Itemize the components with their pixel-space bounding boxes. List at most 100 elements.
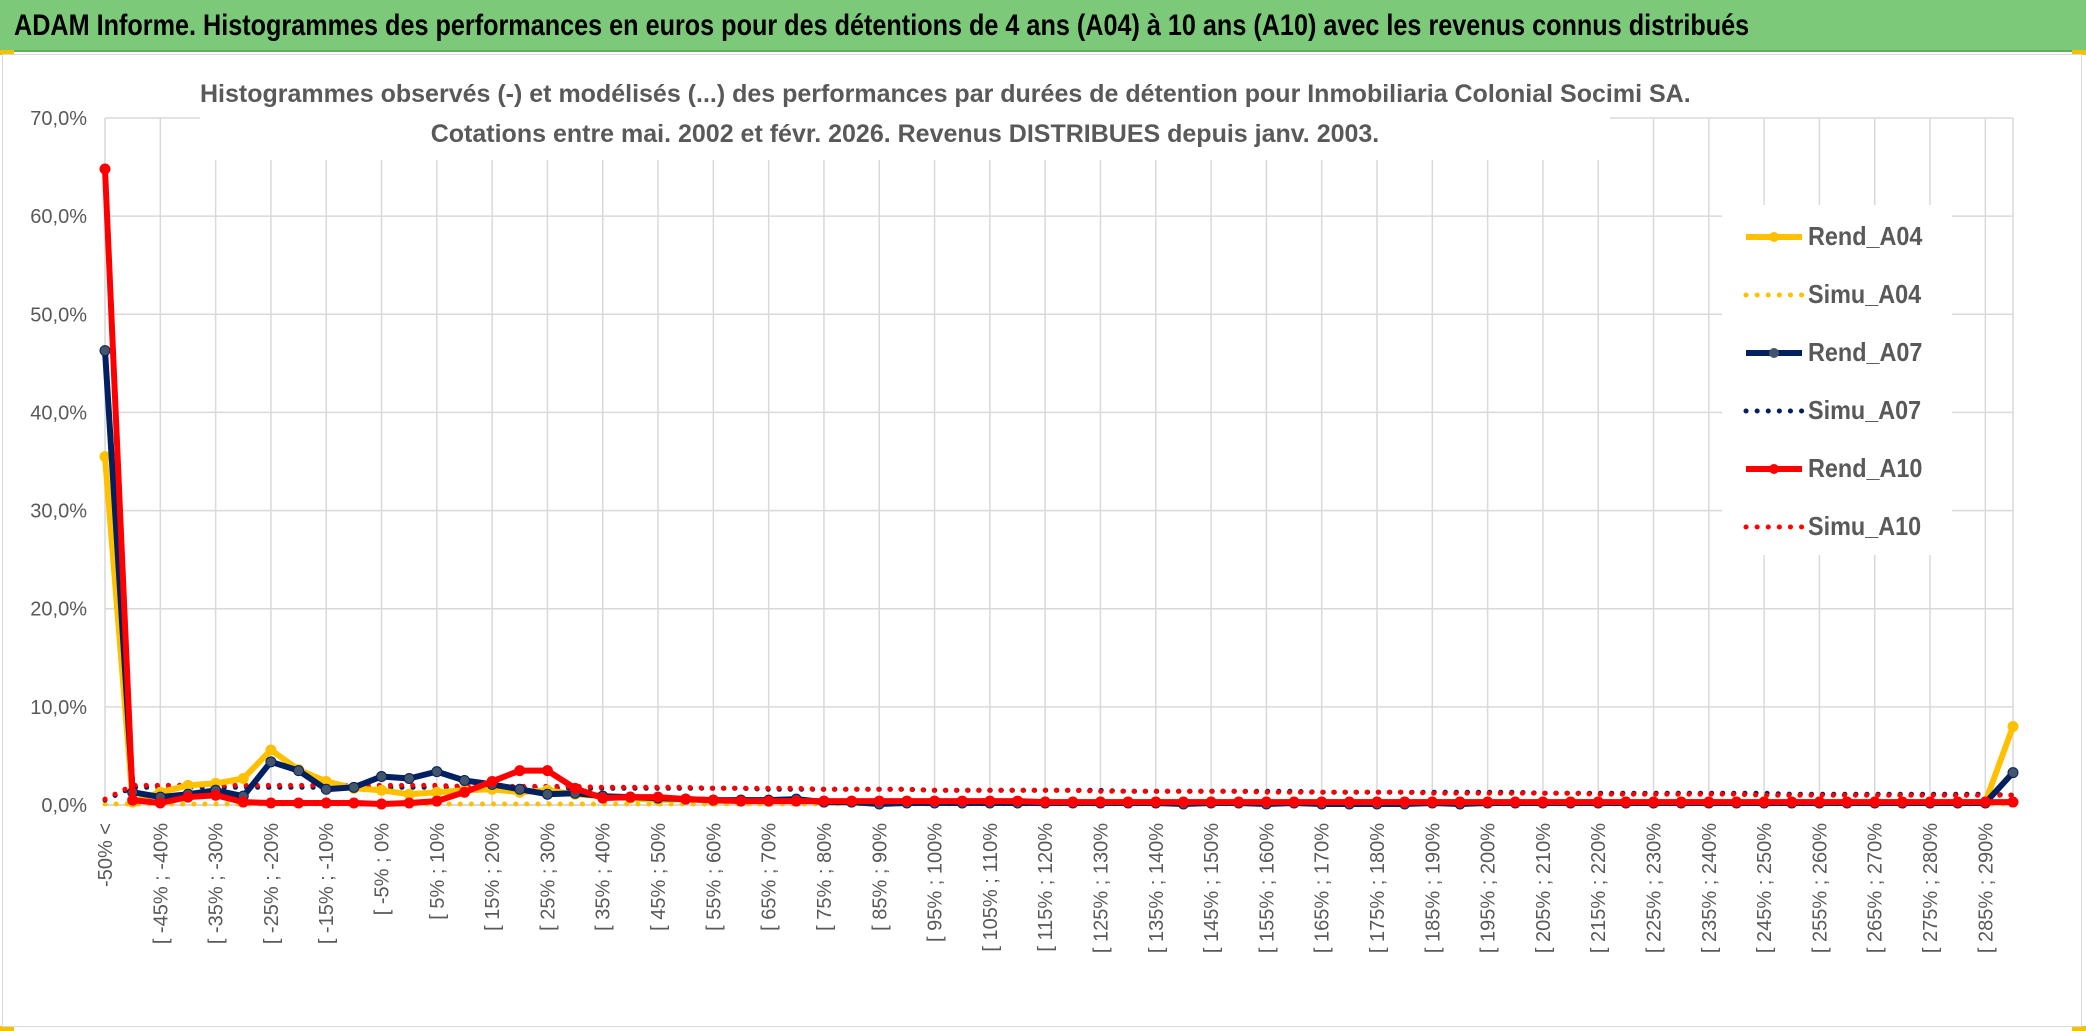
data-point-rend-a07: [2007, 767, 2019, 779]
legend-swatch: [1743, 524, 1805, 530]
data-point-rend-a10: [1592, 796, 1604, 808]
x-tick-label: [ -15% ; -10%: [316, 823, 338, 944]
data-point-rend-a10: [1537, 796, 1549, 808]
x-tick-label: [ 225% ; 230%: [1644, 823, 1666, 953]
data-point-rend-a10: [1122, 796, 1134, 808]
legend-item-rend-a04: Rend_A04: [1722, 217, 1952, 257]
chart-title: Histogrammes observés (-) et modélisés (…: [200, 76, 1691, 160]
data-point-rend-a10: [1924, 796, 1936, 808]
corner-accent-right: [2072, 50, 2086, 55]
x-tick-label: [ -25% ; -20%: [261, 823, 283, 944]
x-tick-label: [ -5% ; 0%: [372, 823, 394, 915]
data-point-rend-a10: [99, 163, 111, 175]
data-point-rend-a10: [1094, 796, 1106, 808]
legend-item-simu-a07: Simu_A07: [1722, 391, 1952, 431]
data-point-rend-a10: [1648, 796, 1660, 808]
data-point-rend-a10: [680, 793, 692, 805]
x-tick-label: [ 155% ; 160%: [1256, 823, 1278, 953]
data-point-rend-a10: [1288, 796, 1300, 808]
x-tick-label: [ 205% ; 210%: [1533, 823, 1555, 953]
x-tick-label: [ 85% ; 90%: [869, 823, 891, 931]
legend-item-simu-a10: Simu_A10: [1722, 507, 1952, 547]
data-point-rend-a04: [265, 744, 277, 756]
data-point-rend-a07: [541, 788, 553, 800]
data-point-rend-a10: [1233, 796, 1245, 808]
data-point-rend-a10: [790, 795, 802, 807]
x-tick-label: [ 15% ; 20%: [482, 823, 504, 931]
data-point-rend-a10: [1675, 796, 1687, 808]
data-point-rend-a10: [1509, 796, 1521, 808]
data-point-rend-a10: [1067, 796, 1079, 808]
y-tick-label: 40,0%: [30, 402, 87, 424]
data-point-rend-a10: [1620, 796, 1632, 808]
legend-label: Rend_A07: [1808, 337, 1923, 367]
data-point-rend-a10: [1177, 796, 1189, 808]
data-point-rend-a10: [1426, 796, 1438, 808]
legend-swatch: [1746, 232, 1802, 242]
legend-label: Simu_A10: [1808, 511, 1922, 541]
data-point-rend-a10: [707, 794, 719, 806]
data-point-rend-a10: [873, 795, 885, 807]
corner-accent-bottom-right: [2072, 1026, 2086, 1031]
data-point-rend-a10: [1454, 796, 1466, 808]
legend-item-simu-a04: Simu_A04: [1722, 275, 1952, 315]
report-banner: ADAM Informe. Histogrammes des performan…: [0, 0, 2086, 52]
data-point-rend-a10: [1786, 796, 1798, 808]
data-point-rend-a10: [1205, 796, 1217, 808]
x-tick-label: [ 245% ; 250%: [1754, 823, 1776, 953]
chart-title-line-2: Cotations entre mai. 2002 et févr. 2026.…: [430, 120, 1380, 148]
data-point-rend-a10: [1952, 796, 1964, 808]
data-point-rend-a10: [1869, 796, 1881, 808]
data-point-rend-a10: [763, 795, 775, 807]
data-point-rend-a10: [1565, 796, 1577, 808]
data-point-rend-a10: [541, 765, 553, 777]
data-point-rend-a10: [1482, 796, 1494, 808]
legend-swatch-marker: [1769, 232, 1779, 242]
x-tick-label: [ 105% ; 110%: [980, 823, 1002, 952]
x-tick-label: [ 35% ; 40%: [593, 823, 615, 931]
x-tick-label: [ 135% ; 140%: [1146, 823, 1168, 953]
x-tick-label: [ 215% ; 220%: [1588, 823, 1610, 953]
legend-swatch-marker: [1769, 464, 1779, 474]
data-point-rend-a10: [1039, 796, 1051, 808]
legend-swatch: [1746, 464, 1802, 474]
data-point-rend-a10: [1316, 796, 1328, 808]
x-tick-label: [ -35% ; -30%: [206, 823, 228, 944]
legend-swatch: [1743, 408, 1805, 414]
data-point-rend-a10: [486, 775, 498, 787]
y-tick-label: 50,0%: [30, 304, 87, 326]
chart-frame: [2, 54, 2082, 1027]
x-tick-label: [ 175% ; 180%: [1367, 823, 1389, 953]
data-point-rend-a10: [735, 795, 747, 807]
chart-title-line-1: Histogrammes observés (-) et modélisés (…: [200, 80, 1691, 108]
y-tick-label: 20,0%: [30, 599, 87, 621]
data-point-rend-a10: [1399, 796, 1411, 808]
y-tick-label: 10,0%: [30, 697, 87, 719]
corner-accent-bottom-left: [0, 1026, 14, 1031]
legend-item-rend-a07: Rend_A07: [1722, 333, 1952, 373]
x-tick-label: [ 65% ; 70%: [759, 823, 781, 931]
data-point-rend-a10: [348, 797, 360, 809]
data-point-rend-a10: [1371, 796, 1383, 808]
y-tick-label: 70,0%: [30, 108, 87, 130]
data-point-rend-a10: [929, 795, 941, 807]
y-tick-label: 60,0%: [30, 206, 87, 228]
x-tick-label: [ 275% ; 280%: [1920, 823, 1942, 953]
data-point-rend-a10: [2007, 796, 2019, 808]
x-tick-label: [ 265% ; 270%: [1865, 823, 1887, 953]
y-tick-label: 30,0%: [30, 501, 87, 523]
x-tick-label: [ 255% ; 260%: [1809, 823, 1831, 953]
data-point-rend-a10: [154, 797, 166, 809]
data-point-rend-a10: [1260, 796, 1272, 808]
data-point-rend-a04: [376, 784, 388, 796]
data-point-rend-a10: [210, 789, 222, 801]
data-point-rend-a10: [376, 798, 388, 810]
legend-item-rend-a10: Rend_A10: [1722, 449, 1952, 489]
x-tick-label: [ 5% ; 10%: [427, 823, 449, 920]
x-tick-label: [ 75% ; 80%: [814, 823, 836, 931]
data-point-rend-a07: [403, 773, 415, 785]
data-point-rend-a10: [624, 791, 636, 803]
x-tick-label: [ 95% ; 100%: [925, 823, 947, 942]
data-point-rend-a07: [320, 783, 332, 795]
